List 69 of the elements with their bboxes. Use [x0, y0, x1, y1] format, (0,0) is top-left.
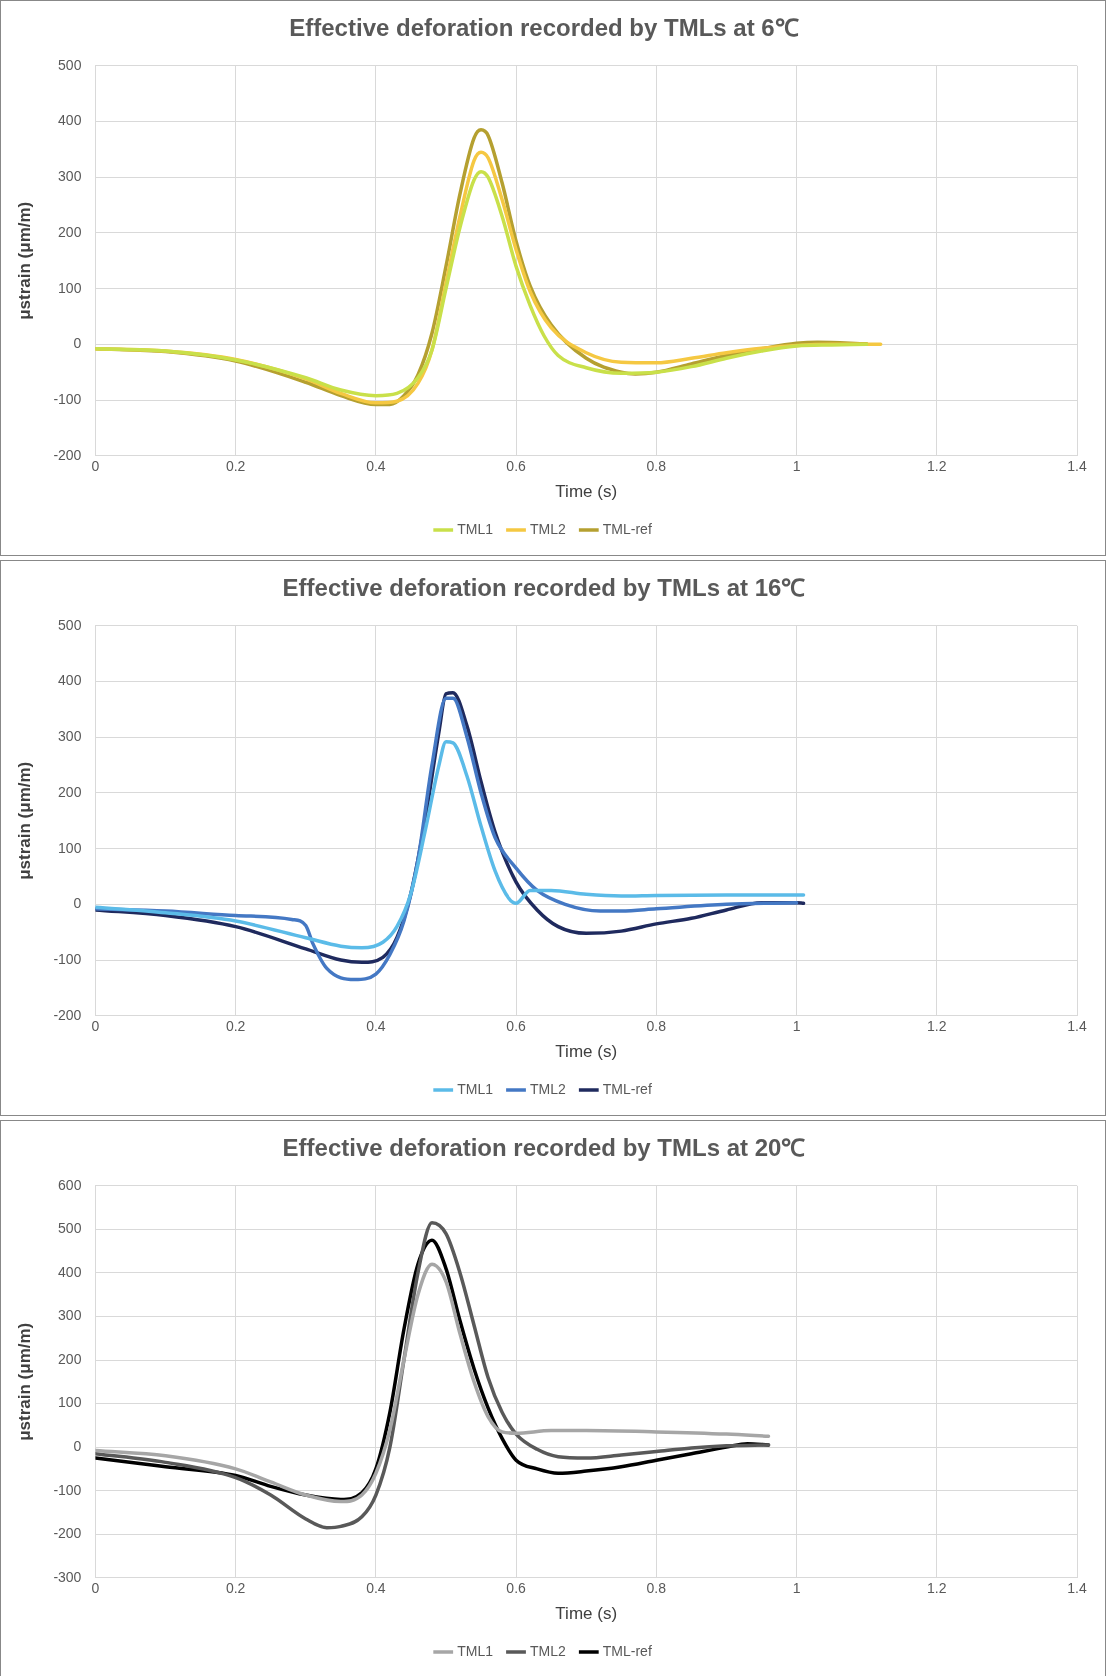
y-tick-label: 300 — [58, 728, 82, 745]
chart-title: Effective deforation recorded by TMLs at 6℃ — [289, 14, 799, 42]
legend-label: TML-ref — [602, 520, 652, 537]
x-tick-label: 0.6 — [506, 1018, 527, 1035]
x-tick-label: 1.4 — [1067, 1580, 1087, 1597]
y-axis-title: μstrain (μm/m) — [14, 761, 34, 880]
x-tick-label: 0.4 — [366, 1018, 386, 1035]
x-tick-label: 1 — [792, 458, 801, 475]
y-tick-label: -100 — [53, 1481, 82, 1498]
x-tick-label: 0.6 — [506, 1580, 527, 1597]
legend-label: TML1 — [457, 520, 494, 537]
y-tick-label: -300 — [53, 1568, 82, 1585]
legend-label: TML2 — [530, 1080, 566, 1097]
y-tick-label: 600 — [58, 1176, 82, 1193]
y-tick-label: 100 — [58, 839, 82, 856]
y-tick-label: 500 — [58, 1220, 82, 1237]
x-tick-label: 0.2 — [225, 1018, 246, 1035]
x-tick-label: 1.2 — [927, 458, 947, 475]
y-tick-label: 500 — [58, 616, 82, 633]
x-tick-label: 0.8 — [646, 458, 667, 475]
y-tick-label: 100 — [58, 1394, 82, 1411]
y-tick-label: 200 — [58, 223, 82, 240]
y-tick-label: 400 — [58, 112, 82, 129]
y-tick-label: 200 — [58, 1350, 82, 1367]
y-tick-label: -200 — [53, 1525, 82, 1542]
x-tick-label: 1.4 — [1067, 1018, 1087, 1035]
legend-label: TML2 — [530, 520, 566, 537]
x-axis-title: Time (s) — [555, 1042, 618, 1062]
x-tick-label: 0 — [91, 458, 100, 475]
y-tick-label: 0 — [73, 1437, 82, 1454]
x-tick-label: 1 — [792, 1580, 801, 1597]
y-tick-label: 100 — [58, 279, 82, 296]
y-axis-title: μstrain (μm/m) — [14, 1322, 34, 1441]
x-tick-label: 1.2 — [927, 1580, 947, 1597]
x-axis-title: Time (s) — [555, 1604, 618, 1624]
legend-label: TML1 — [457, 1080, 494, 1097]
x-tick-label: 0.8 — [646, 1018, 667, 1035]
legend-label: TML-ref — [602, 1080, 652, 1097]
x-tick-label: 0 — [91, 1018, 100, 1035]
y-tick-label: -200 — [53, 446, 82, 463]
y-tick-label: 300 — [58, 168, 82, 185]
x-tick-label: 0.6 — [506, 458, 527, 475]
x-tick-label: 0 — [91, 1580, 100, 1597]
x-tick-label: 0.2 — [225, 458, 246, 475]
x-tick-label: 1 — [792, 1018, 801, 1035]
y-tick-label: -100 — [53, 950, 82, 967]
chart-title: Effective deforation recorded by TMLs at 16℃ — [282, 574, 806, 602]
y-tick-label: 0 — [73, 895, 82, 912]
x-tick-label: 1.4 — [1067, 458, 1087, 475]
y-tick-label: -200 — [53, 1006, 82, 1023]
y-tick-label: 0 — [73, 335, 82, 352]
legend-label: TML-ref — [602, 1642, 652, 1659]
y-tick-label: 300 — [58, 1307, 82, 1324]
y-tick-label: 200 — [58, 783, 82, 800]
line-series — [95, 739, 806, 950]
y-axis-title: μstrain (μm/m) — [14, 201, 34, 320]
y-tick-label: 400 — [58, 1263, 82, 1280]
y-tick-label: 500 — [58, 56, 82, 73]
legend-label: TML1 — [457, 1642, 494, 1659]
x-tick-label: 0.2 — [225, 1580, 246, 1597]
y-tick-label: -100 — [53, 390, 82, 407]
x-tick-label: 0.4 — [366, 458, 386, 475]
y-tick-label: 400 — [58, 672, 82, 689]
chart-title: Effective deforation recorded by TMLs at 20℃ — [282, 1134, 806, 1162]
x-tick-label: 0.8 — [646, 1580, 667, 1597]
x-axis-title: Time (s) — [555, 482, 618, 502]
legend-label: TML2 — [530, 1642, 566, 1659]
x-tick-label: 0.4 — [366, 1580, 386, 1597]
x-tick-label: 1.2 — [927, 1018, 947, 1035]
